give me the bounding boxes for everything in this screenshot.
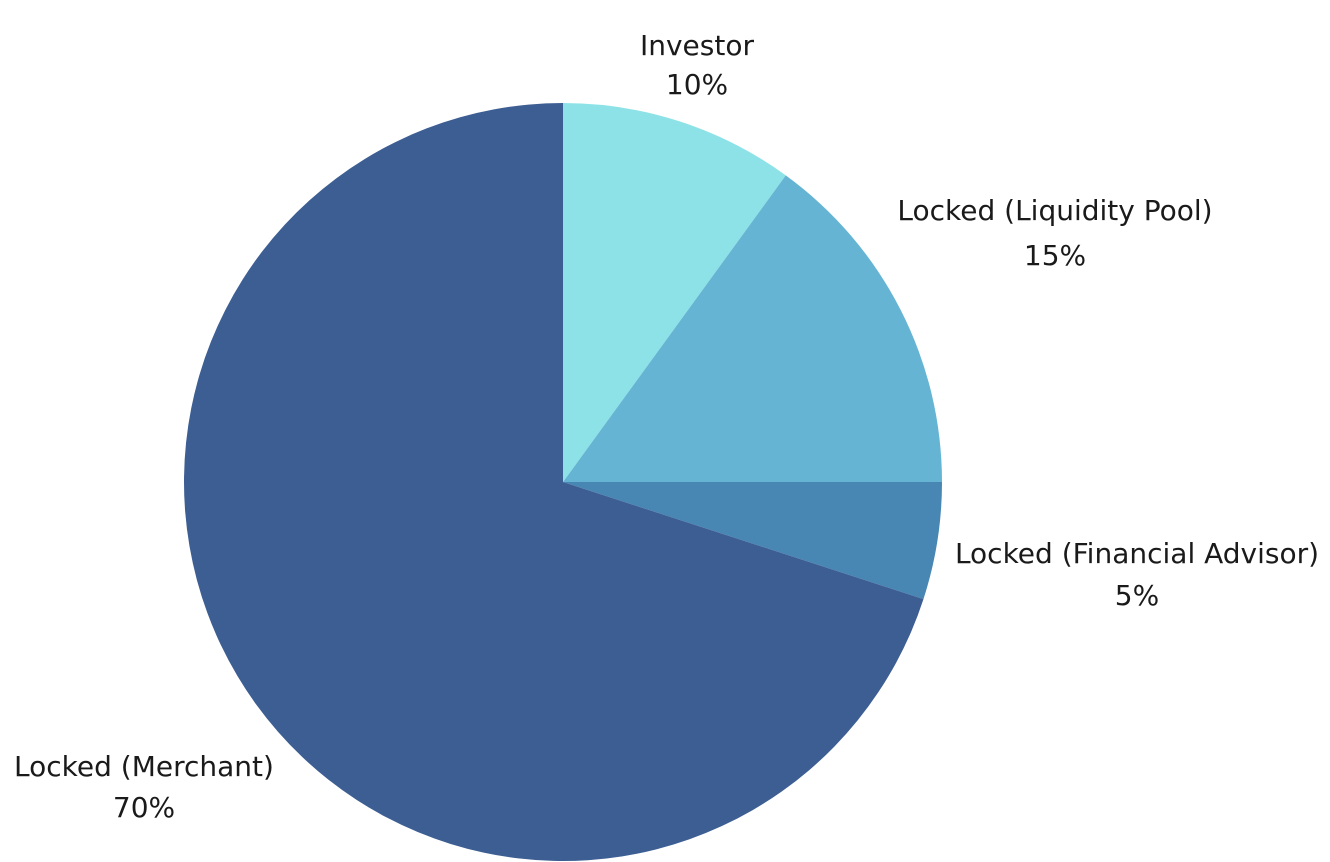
slice-label-merchant-value: 70%: [113, 791, 175, 824]
pie-slice-locked-merchant: [184, 103, 924, 862]
pie-slice-investor: [563, 103, 786, 482]
pie-slice-locked-liquidity-pool: [563, 175, 942, 482]
slice-label-financial-advisor-name: Locked (Financial Advisor): [955, 537, 1319, 570]
slice-label-investor-value: 10%: [666, 68, 728, 101]
slice-label-investor-name: Investor: [640, 29, 754, 62]
slice-label-financial-advisor-value: 5%: [1115, 579, 1159, 612]
slice-label-merchant-name: Locked (Merchant): [14, 750, 274, 783]
pie-slices: [184, 103, 942, 862]
slice-label-liquidity-pool-value: 15%: [1024, 239, 1086, 272]
slice-labels: Investor 10% Locked (Liquidity Pool) 15%…: [14, 29, 1319, 824]
slice-label-liquidity-pool-name: Locked (Liquidity Pool): [897, 194, 1212, 227]
pie-slice-locked-financial-advisor: [563, 482, 942, 600]
